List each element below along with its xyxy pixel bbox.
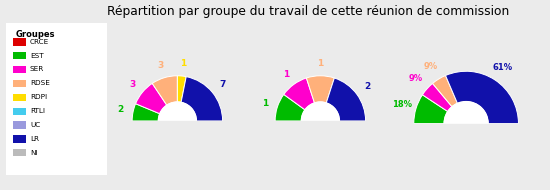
- FancyBboxPatch shape: [2, 20, 111, 179]
- Text: 1: 1: [283, 70, 289, 79]
- Wedge shape: [446, 71, 519, 124]
- Text: 1: 1: [317, 59, 323, 68]
- Bar: [107, 121, 248, 149]
- Text: RDSE: RDSE: [30, 80, 50, 86]
- Wedge shape: [432, 75, 458, 107]
- Text: SER: SER: [30, 66, 44, 73]
- Wedge shape: [275, 94, 305, 121]
- Bar: [385, 124, 547, 156]
- Text: 9%: 9%: [424, 62, 438, 71]
- Bar: [13, 38, 26, 46]
- Text: 7: 7: [219, 80, 225, 89]
- Text: 61%: 61%: [493, 63, 513, 72]
- Bar: [13, 149, 26, 156]
- Bar: [250, 121, 390, 149]
- Text: RDPI: RDPI: [30, 94, 47, 100]
- Wedge shape: [306, 76, 334, 103]
- Bar: [13, 94, 26, 101]
- Text: NI: NI: [30, 150, 37, 156]
- Text: 3: 3: [157, 61, 164, 70]
- Bar: [13, 121, 26, 129]
- Bar: [13, 135, 26, 142]
- Text: Temps de parole
(mots prononcés): Temps de parole (mots prononcés): [426, 135, 506, 155]
- Circle shape: [158, 102, 196, 140]
- Text: 2: 2: [118, 105, 124, 114]
- Text: 18%: 18%: [392, 100, 412, 109]
- Wedge shape: [284, 78, 315, 110]
- Circle shape: [444, 102, 488, 146]
- Bar: [13, 108, 26, 115]
- Circle shape: [301, 102, 339, 140]
- Wedge shape: [177, 76, 186, 102]
- Text: Groupes: Groupes: [15, 30, 55, 39]
- Wedge shape: [132, 104, 160, 121]
- Text: RTLI: RTLI: [30, 108, 45, 114]
- Bar: [13, 52, 26, 59]
- Text: 2: 2: [364, 82, 370, 91]
- Text: UC: UC: [30, 122, 40, 128]
- Text: 9%: 9%: [409, 74, 423, 83]
- Wedge shape: [414, 95, 448, 124]
- Text: 3: 3: [129, 80, 136, 89]
- Wedge shape: [326, 78, 366, 121]
- Wedge shape: [422, 83, 452, 112]
- Bar: [13, 80, 26, 87]
- Text: CRCE: CRCE: [30, 39, 49, 45]
- Text: Interventions: Interventions: [290, 139, 350, 148]
- Bar: [13, 66, 26, 73]
- Text: LR: LR: [30, 136, 39, 142]
- Text: EST: EST: [30, 53, 43, 59]
- Wedge shape: [181, 77, 223, 121]
- Wedge shape: [136, 83, 167, 114]
- Text: Présents: Présents: [158, 139, 197, 148]
- Text: 1: 1: [180, 59, 186, 68]
- Wedge shape: [152, 76, 177, 105]
- Text: Répartition par groupe du travail de cette réunion de commission: Répartition par groupe du travail de cet…: [107, 5, 509, 18]
- Text: 1: 1: [262, 99, 268, 108]
